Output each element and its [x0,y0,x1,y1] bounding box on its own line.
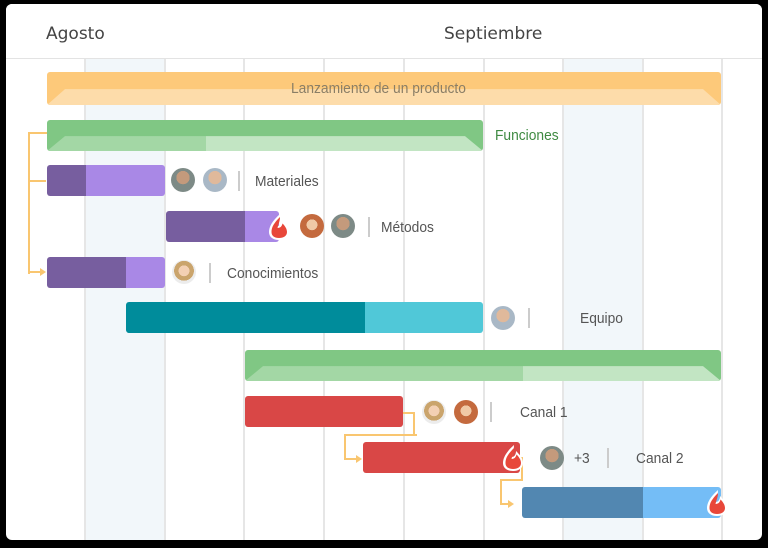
dependency-connector [500,479,523,505]
task-bar-canal1[interactable] [245,396,403,427]
avatar-man-beard[interactable] [203,168,227,192]
grid-line [323,59,325,540]
separator [607,448,609,468]
task-label-metodos: Métodos [381,219,434,236]
grid-line [483,59,485,540]
separator [209,263,211,283]
task-label-conocimientos: Conocimientos [227,265,319,282]
month-label-agosto: Agosto [46,24,105,44]
progress-fill [245,366,721,381]
weekend-column [563,59,643,540]
dependency-connector [28,132,48,274]
grid-line [642,59,644,540]
month-label-septiembre: Septiembre [444,24,543,44]
dependency-connector [500,503,508,505]
task-label-funciones: Funciones [495,127,559,144]
grid-line [562,59,564,540]
separator [528,308,530,328]
avatar-woman-blonde[interactable] [422,400,446,424]
grid-line [164,59,166,540]
avatar-woman-blonde[interactable] [172,260,196,284]
separator [368,217,370,237]
avatar-woman-red-hair[interactable] [454,400,478,424]
avatar-man-glasses[interactable] [331,214,355,238]
flame-icon [269,214,289,240]
timeline-header: Agosto Septiembre [6,4,762,59]
task-bar-conocimientos[interactable] [47,257,165,288]
task-bar-equipo[interactable] [126,302,483,333]
avatar-man-glasses[interactable] [540,446,564,470]
grid-line [721,59,723,540]
task-bar-canal2[interactable] [363,442,520,473]
avatar-man-glasses[interactable] [171,168,195,192]
flame-icon [503,445,523,471]
task-label-canal1: Canal 1 [520,404,568,421]
dependency-connector [28,180,46,182]
separator [490,402,492,422]
progress-fill [47,136,483,151]
flame-icon [707,490,727,516]
avatar-man-beard[interactable] [491,306,515,330]
task-bar-metodos[interactable] [166,211,279,242]
gantt-card: Agosto Septiembre Lanzamiento de un prod… [6,4,762,540]
separator [238,171,240,191]
task-bar-lanzamiento[interactable] [47,72,721,105]
task-bar-canal3[interactable] [522,487,721,518]
grid-line [84,59,86,540]
task-bar-funciones[interactable] [47,120,483,151]
task-bar-materiales[interactable] [47,165,165,196]
arrow-right-icon [40,268,46,276]
dependency-connector [403,412,415,436]
task-label-materiales: Materiales [255,173,319,190]
grid-line [243,59,245,540]
progress-fill [47,89,721,105]
task-label-equipo: Equipo [580,310,623,327]
dependency-connector [344,434,417,460]
task-label-canal2: Canal 2 [636,450,684,467]
dependency-connector [28,271,40,273]
dependency-connector [344,458,356,460]
avatar-woman-red-hair[interactable] [300,214,324,238]
arrow-right-icon [356,455,362,463]
task-label-lanzamiento: Lanzamiento de un producto [291,80,466,97]
task-bar-grupo-canales[interactable] [245,350,721,381]
arrow-right-icon [508,500,514,508]
grid-line [403,59,405,540]
extra-assignees-count[interactable]: +3 [574,450,590,467]
